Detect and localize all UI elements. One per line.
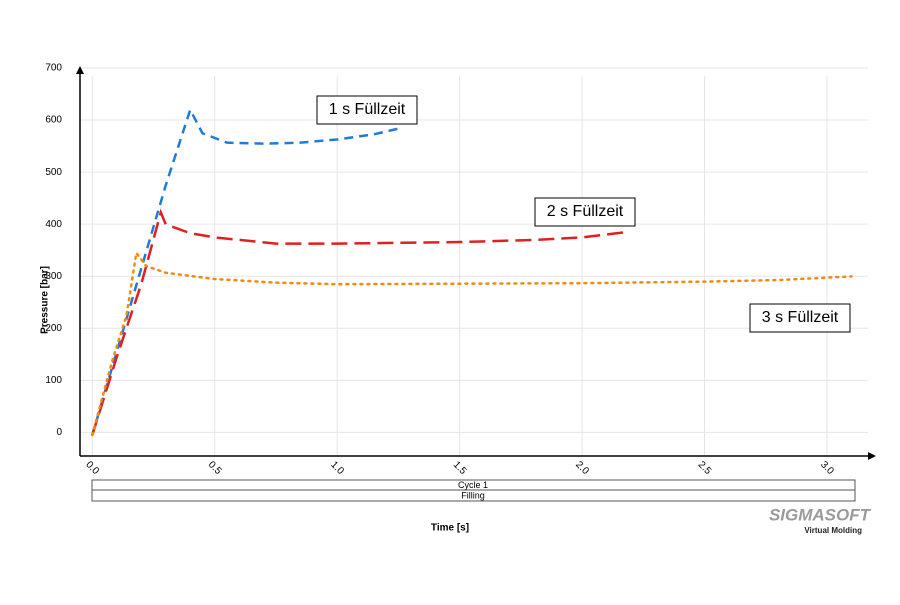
series-line xyxy=(90,249,853,437)
x-tick-label: 2.0 xyxy=(573,459,591,477)
y-arrow xyxy=(76,66,84,74)
x-axis-label: Time [s] xyxy=(431,523,469,534)
series-label: 1 s Füllzeit xyxy=(329,101,406,118)
x-tick-label: 2.5 xyxy=(696,459,714,477)
y-tick-label: 100 xyxy=(45,375,62,386)
y-tick-label: 0 xyxy=(56,427,62,438)
logo-tagline: Virtual Molding xyxy=(804,526,862,535)
series-label: 3 s Füllzeit xyxy=(762,309,839,326)
x-tick-label: 1.5 xyxy=(451,459,469,477)
series-label: 2 s Füllzeit xyxy=(547,203,624,220)
series-label-box xyxy=(534,197,636,227)
x-arrow xyxy=(868,452,876,460)
y-tick-label: 300 xyxy=(45,271,62,282)
y-tick-label: 400 xyxy=(45,219,62,230)
timeline-row xyxy=(91,489,856,502)
x-tick-label: 0.5 xyxy=(206,459,224,477)
y-tick-label: 500 xyxy=(45,167,62,178)
timeline-label: Filling xyxy=(461,490,485,500)
x-tick-label: 0.0 xyxy=(83,459,101,477)
series-line xyxy=(91,106,402,436)
timeline-label: Cycle 1 xyxy=(458,480,488,490)
y-tick-label: 700 xyxy=(45,63,62,74)
x-tick-label: 1.0 xyxy=(328,459,346,477)
y-axis-label: Pressure [bar] xyxy=(40,266,51,334)
series-label-box xyxy=(316,95,418,125)
series-label-box xyxy=(749,303,851,333)
logo-name: SIGMASOFT xyxy=(769,505,872,524)
x-tick-label: 3.0 xyxy=(818,459,836,477)
series-line xyxy=(91,208,627,436)
y-tick-label: 600 xyxy=(45,115,62,126)
y-tick-label: 200 xyxy=(45,323,62,334)
